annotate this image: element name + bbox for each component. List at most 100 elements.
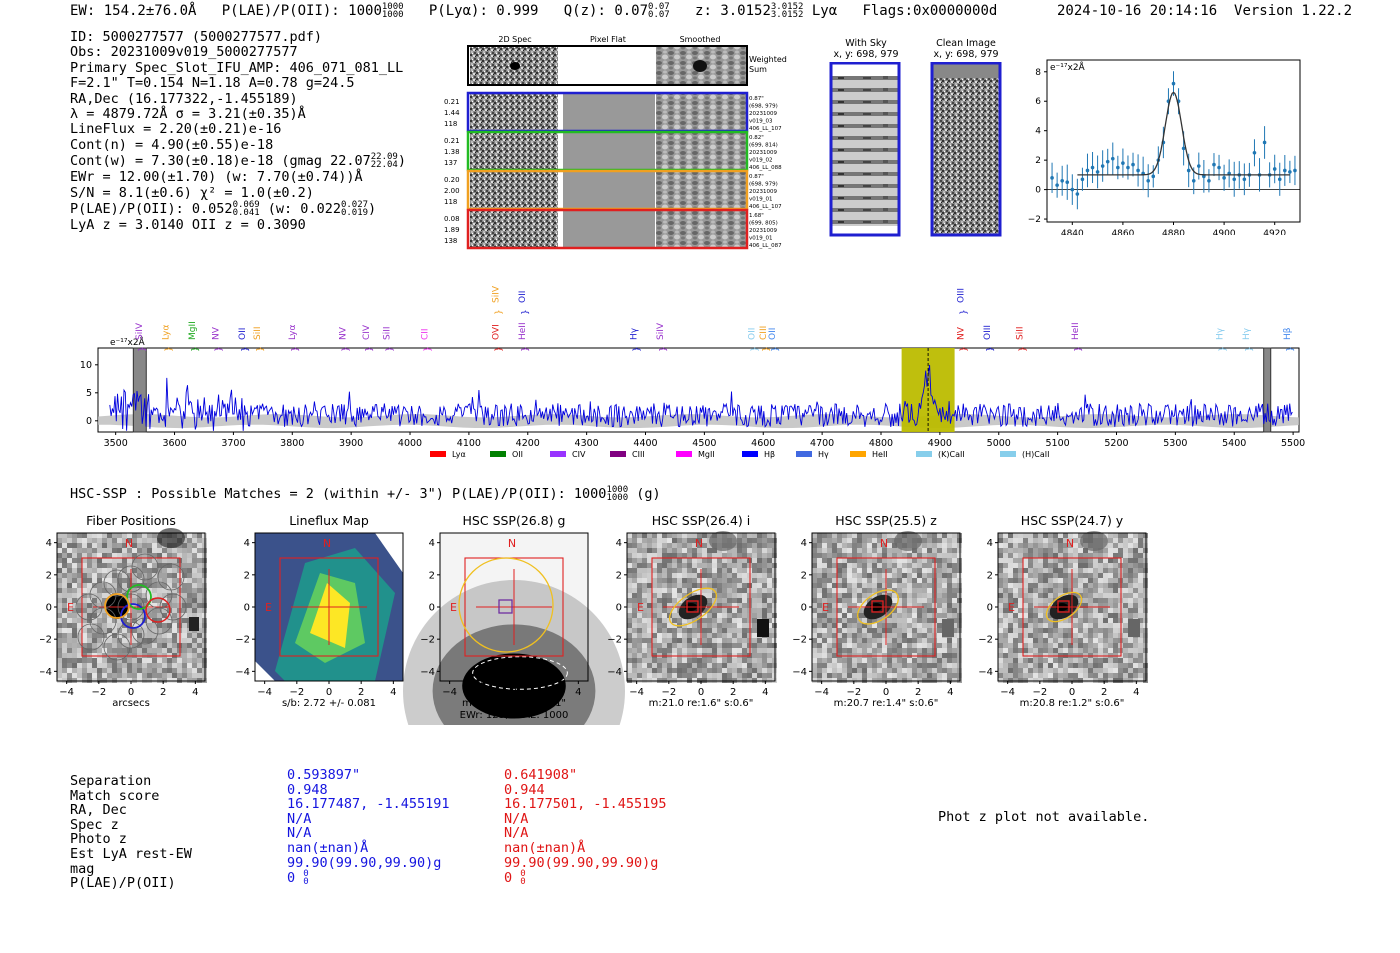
spectrum-xtick-label: 4800 (869, 438, 893, 449)
image-panel: HSC SSP(24.7) y N E −4 −4 −2 −2 0 0 2 2 4 4 m:20.8 re… (978, 513, 1148, 709)
header-version: Version 1.22.2 (1234, 3, 1353, 19)
spectrum-xtick-label: 5200 (1104, 438, 1128, 449)
with-sky-xy: x, y: 698, 979 (833, 49, 899, 60)
spectral-line-label: SiIV (656, 322, 666, 340)
image-panel-title: HSC SSP(25.5) z (835, 513, 937, 528)
zoom-data-point (1186, 168, 1191, 173)
east-label: E (637, 601, 644, 614)
panel-xtick-label: −4 (257, 687, 272, 698)
panel-ytick-label: −4 (978, 667, 993, 678)
north-label: N (880, 537, 888, 550)
spectral-line-tick: } (365, 346, 375, 352)
zoom-data-point (1121, 161, 1125, 165)
fiber-blue (120, 603, 146, 629)
north-label: N (125, 537, 133, 550)
red-radec: 16.177501, -1.455195 (504, 796, 667, 813)
spectral-line-tick: } (659, 346, 669, 352)
panel-ytick-label: −4 (607, 667, 622, 678)
label-photoz: Photo z (70, 831, 127, 848)
panel-xtick-label: −4 (442, 687, 457, 698)
image-panel-title: Lineflux Map (289, 513, 369, 528)
zoom-data-point (1277, 177, 1282, 182)
header-plya: P(Lyα): 0.999 (428, 3, 539, 19)
spectrum-xtick-label: 4200 (516, 438, 540, 449)
label-plae: P(LAE)/P(OII) (70, 875, 176, 892)
cutout-row-left-label: 118 (444, 198, 457, 206)
spectral-line-tick: } (1074, 346, 1084, 352)
panel-xtick-label: −2 (846, 687, 861, 698)
header-qz: Q(z): 0.07 (563, 3, 649, 19)
cutout-row-left-label: 0.20 (444, 176, 460, 184)
zoom-data-point (1252, 150, 1257, 155)
clean-image-title: Clean Image x, y: 698, 979 (925, 38, 1007, 60)
spectral-line-label: SiII (253, 326, 263, 340)
image-panel-caption: m:20.7 re:1.4" s:0.6" (834, 698, 939, 709)
photz-note: Phot z plot not available. (938, 809, 1150, 825)
legend-label: CIV (572, 450, 586, 459)
spectral-line-label: NV (212, 326, 222, 340)
header-bar: EW: 154.2±76.0Å P(LAE)/P(OII): 1000 1000 1… (70, 2, 998, 20)
legend-label: (K)CaII (938, 450, 965, 459)
spectrum-xtick-label: 4300 (575, 438, 599, 449)
spectral-line-tick: } (633, 346, 643, 352)
info-id: ID: 5000277577 (5000277577.pdf) (70, 29, 322, 45)
info-primary: Primary Spec_Slot_IFU_AMP: 406_071_081_L… (70, 59, 404, 76)
zoom-data-point (1146, 178, 1150, 183)
panel-ytick-label: −4 (420, 667, 435, 678)
zoom-data-point (1110, 156, 1115, 161)
zoom-data-point (1075, 192, 1080, 196)
panel-ytick-label: 2 (616, 570, 622, 581)
image-panel-caption: s/b: 2.72 +/- 0.081 (282, 698, 376, 709)
north-label: N (508, 537, 516, 550)
panel-ytick-label: 4 (987, 538, 993, 549)
cutout-row: 0.08 1.89 138 1.68" (699, 805)20231009 v019_0… (444, 208, 782, 250)
label-mag: mag (70, 860, 95, 877)
zoom-spectrum-chart: e⁻¹⁷x2Å −2 0 2 4 6 8 4840 4860 4880 4900 4920 (1028, 59, 1301, 235)
spectral-line-label: Hγ (1215, 327, 1225, 340)
cutout-row-left-label: 1.89 (444, 226, 460, 234)
legend-label: HeII (872, 450, 888, 459)
spectral-line-tick: } (986, 346, 996, 352)
info-plae: P(LAE)/P(OII): 0.052 0.069 0.041 (w: 0.022… (70, 200, 377, 219)
spectral-line-label: CII (421, 328, 431, 340)
cutout-row-frame (466, 208, 749, 250)
cutout-row-right-label: 20231009 (749, 150, 777, 156)
cutout-row-right-label: 0.87" (749, 174, 764, 180)
spectral-line-tick: } (959, 309, 969, 315)
spectral-line-label: NV (338, 326, 348, 340)
spectral-line-tick: } (771, 346, 781, 352)
spectral-line-tick: } (494, 309, 504, 315)
panel-ytick-label: 0 (801, 603, 807, 614)
red-aperture-box (464, 557, 564, 657)
legend-swatch (796, 451, 812, 457)
red-specz: N/A (504, 810, 529, 827)
panel-ytick-label: 0 (244, 603, 250, 614)
red-aperture-box (279, 557, 379, 657)
cutout-row: 0.21 1.44 118 0.87" (698, 979)20231009 v019_0… (444, 91, 782, 133)
spectral-line-tick: } (424, 346, 434, 352)
panel-xtick-label: 2 (915, 687, 921, 698)
image-panel: Lineflux Map N E −4 −4 −2 −2 0 0 2 2 4 4 s/b: 2.72 +/… (235, 513, 404, 709)
zoom-unit-label: e⁻¹⁷x2Å (1050, 61, 1086, 73)
spectrum-xtick-label: 5400 (1222, 438, 1246, 449)
zoom-data-point (1136, 168, 1140, 173)
cutout-row-right-label: (699, 814) (749, 143, 778, 149)
cutout-row: 0.20 2.00 118 0.87" (698, 979)20231009 v019_0… (444, 169, 782, 211)
header-z-line: Lyα (811, 3, 838, 19)
panel-ytick-label: −2 (40, 635, 52, 646)
zoom-xtick-label: 4900 (1213, 229, 1236, 235)
blue-match-score: 0.948 (287, 781, 328, 798)
info-ewr: EWr = 12.00(±1.70) (w: 7.70(±0.74))Å (70, 169, 363, 186)
label-lya-ew: Est LyA rest-EW (70, 845, 192, 862)
red-mag: 99.90(99.90,99.90)g (504, 854, 659, 871)
cutout-row-left-label: 0.08 (444, 215, 460, 223)
cutout-row-right-label: 406_LL_107 (749, 204, 782, 210)
panel-ytick-label: −2 (420, 635, 435, 646)
zoom-xtick-label: 4860 (1111, 229, 1134, 235)
cutout-row-right-label: 20231009 (749, 189, 777, 195)
red-match-score: 0.944 (504, 781, 545, 798)
panel-xtick-label: −2 (289, 687, 304, 698)
cutout-row-right-label: v019_03 (749, 119, 773, 125)
red-aperture-box (836, 557, 936, 657)
